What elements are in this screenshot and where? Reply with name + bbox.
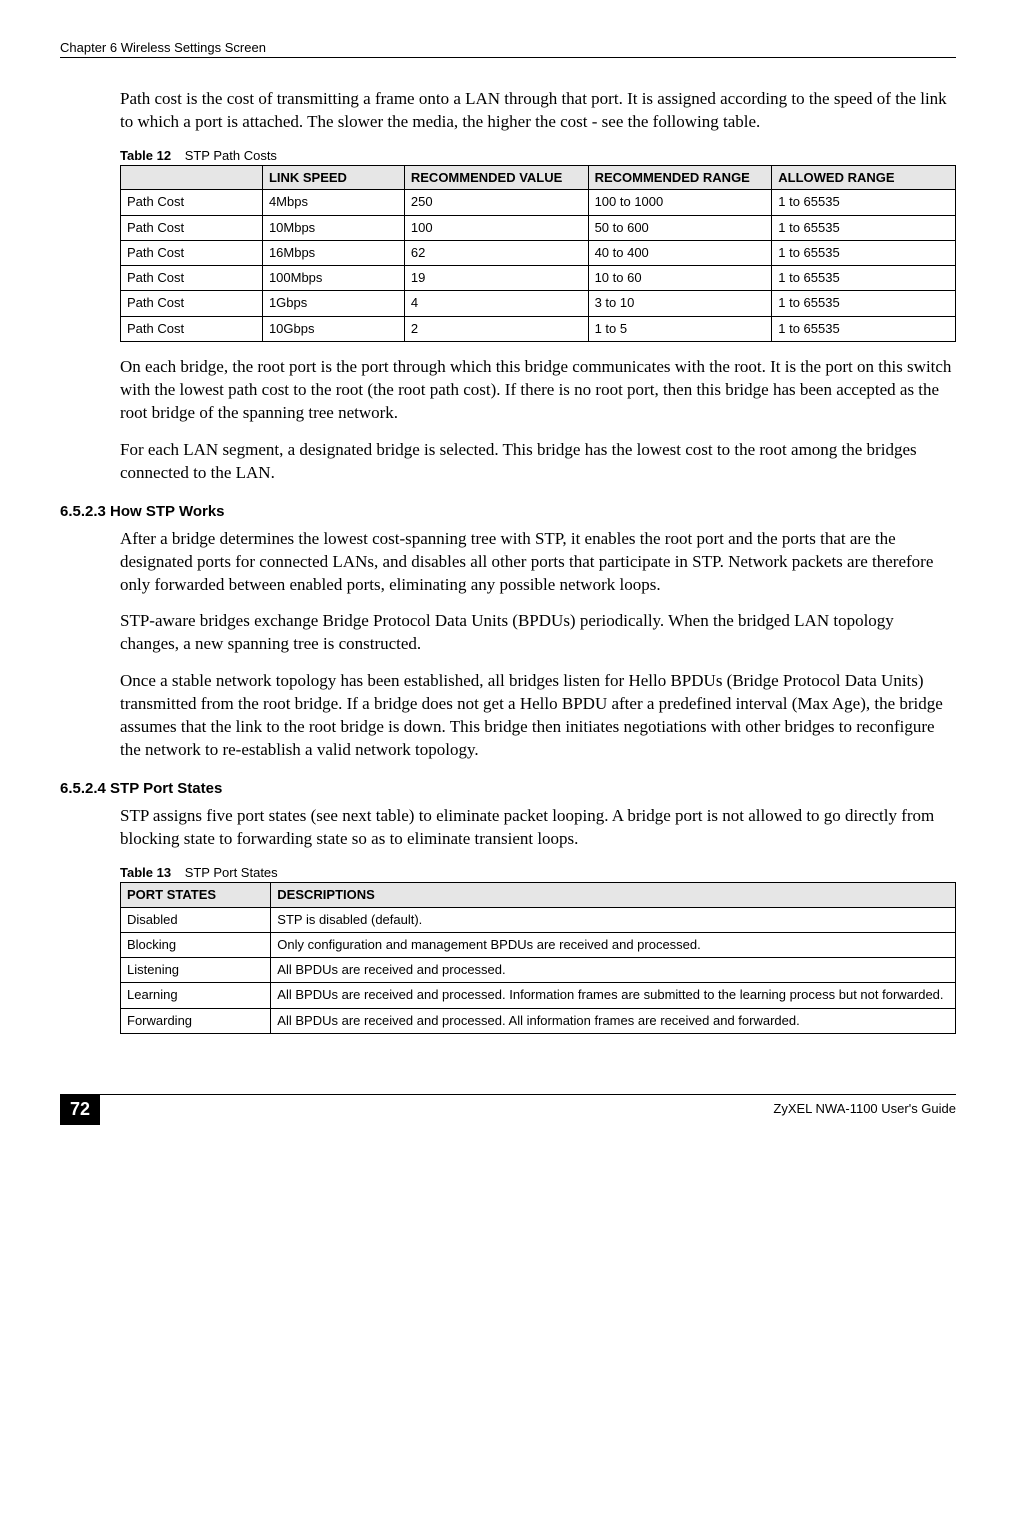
cell: 62 xyxy=(404,240,588,265)
table12-label: Table 12 xyxy=(120,148,171,163)
paragraph: STP assigns five port states (see next t… xyxy=(120,805,956,851)
table13-h1: DESCRIPTIONS xyxy=(271,882,956,907)
table-row: Forwarding All BPDUs are received and pr… xyxy=(121,1008,956,1033)
stp-path-costs-table: LINK SPEED RECOMMENDED VALUE RECOMMENDED… xyxy=(120,165,956,342)
section-heading-6523: 6.5.2.3 How STP Works xyxy=(60,503,956,520)
table-row: Path Cost 100Mbps 19 10 to 60 1 to 65535 xyxy=(121,266,956,291)
table12-title: STP Path Costs xyxy=(185,148,277,163)
table-row: Path Cost 16Mbps 62 40 to 400 1 to 65535 xyxy=(121,240,956,265)
cell: Path Cost xyxy=(121,266,263,291)
cell: 1 to 65535 xyxy=(772,316,956,341)
table12-h2: RECOMMENDED VALUE xyxy=(404,165,588,190)
cell: 10Mbps xyxy=(262,215,404,240)
paragraph: On each bridge, the root port is the por… xyxy=(120,356,956,425)
cell: 1 to 65535 xyxy=(772,190,956,215)
cell: 10 to 60 xyxy=(588,266,772,291)
table12-header-row: LINK SPEED RECOMMENDED VALUE RECOMMENDED… xyxy=(121,165,956,190)
paragraph: For each LAN segment, a designated bridg… xyxy=(120,439,956,485)
cell: Listening xyxy=(121,958,271,983)
section-6524-body: STP assigns five port states (see next t… xyxy=(120,805,956,1034)
cell: Learning xyxy=(121,983,271,1008)
cell: 3 to 10 xyxy=(588,291,772,316)
paragraph: Once a stable network topology has been … xyxy=(120,670,956,762)
page-footer: 72 ZyXEL NWA-1100 User's Guide xyxy=(60,1094,956,1125)
table-row: Listening All BPDUs are received and pro… xyxy=(121,958,956,983)
cell: 1 to 65535 xyxy=(772,266,956,291)
section-6523-body: After a bridge determines the lowest cos… xyxy=(120,528,956,762)
table-row: Learning All BPDUs are received and proc… xyxy=(121,983,956,1008)
cell: Path Cost xyxy=(121,316,263,341)
table13-label: Table 13 xyxy=(120,865,171,880)
table-row: Path Cost 10Mbps 100 50 to 600 1 to 6553… xyxy=(121,215,956,240)
section-heading-6524: 6.5.2.4 STP Port States xyxy=(60,780,956,797)
cell: 1 to 65535 xyxy=(772,215,956,240)
cell: All BPDUs are received and processed. Al… xyxy=(271,1008,956,1033)
cell: 16Mbps xyxy=(262,240,404,265)
cell: All BPDUs are received and processed. In… xyxy=(271,983,956,1008)
cell: Path Cost xyxy=(121,215,263,240)
cell: 1 to 65535 xyxy=(772,291,956,316)
cell: Path Cost xyxy=(121,291,263,316)
cell: 100 to 1000 xyxy=(588,190,772,215)
paragraph: After a bridge determines the lowest cos… xyxy=(120,528,956,597)
paragraph: STP-aware bridges exchange Bridge Protoc… xyxy=(120,610,956,656)
table-row: Path Cost 1Gbps 4 3 to 10 1 to 65535 xyxy=(121,291,956,316)
cell: STP is disabled (default). xyxy=(271,907,956,932)
table12-h1: LINK SPEED xyxy=(262,165,404,190)
cell: 100Mbps xyxy=(262,266,404,291)
table13-title: STP Port States xyxy=(185,865,278,880)
guide-name: ZyXEL NWA-1100 User's Guide xyxy=(773,1101,956,1116)
page-number: 72 xyxy=(60,1095,100,1125)
cell: Blocking xyxy=(121,932,271,957)
page-body: Path cost is the cost of transmitting a … xyxy=(120,88,956,485)
cell: Path Cost xyxy=(121,190,263,215)
cell: 50 to 600 xyxy=(588,215,772,240)
cell: Disabled xyxy=(121,907,271,932)
cell: 250 xyxy=(404,190,588,215)
page-header: Chapter 6 Wireless Settings Screen xyxy=(60,40,956,58)
cell: 10Gbps xyxy=(262,316,404,341)
intro-paragraph: Path cost is the cost of transmitting a … xyxy=(120,88,956,134)
stp-port-states-table: PORT STATES DESCRIPTIONS Disabled STP is… xyxy=(120,882,956,1034)
table12-h0 xyxy=(121,165,263,190)
cell: All BPDUs are received and processed. xyxy=(271,958,956,983)
table13-caption: Table 13 STP Port States xyxy=(120,865,956,880)
table13-h0: PORT STATES xyxy=(121,882,271,907)
cell: 1 to 5 xyxy=(588,316,772,341)
cell: Forwarding xyxy=(121,1008,271,1033)
cell: Only configuration and management BPDUs … xyxy=(271,932,956,957)
cell: 100 xyxy=(404,215,588,240)
cell: 2 xyxy=(404,316,588,341)
cell: 1Gbps xyxy=(262,291,404,316)
table12-caption: Table 12 STP Path Costs xyxy=(120,148,956,163)
table13-header-row: PORT STATES DESCRIPTIONS xyxy=(121,882,956,907)
cell: 1 to 65535 xyxy=(772,240,956,265)
cell: 4 xyxy=(404,291,588,316)
table-row: Disabled STP is disabled (default). xyxy=(121,907,956,932)
table-row: Path Cost 10Gbps 2 1 to 5 1 to 65535 xyxy=(121,316,956,341)
chapter-title: Chapter 6 Wireless Settings Screen xyxy=(60,40,266,55)
cell: Path Cost xyxy=(121,240,263,265)
table12-h4: ALLOWED RANGE xyxy=(772,165,956,190)
cell: 4Mbps xyxy=(262,190,404,215)
table12-h3: RECOMMENDED RANGE xyxy=(588,165,772,190)
cell: 19 xyxy=(404,266,588,291)
cell: 40 to 400 xyxy=(588,240,772,265)
table-row: Path Cost 4Mbps 250 100 to 1000 1 to 655… xyxy=(121,190,956,215)
table-row: Blocking Only configuration and manageme… xyxy=(121,932,956,957)
